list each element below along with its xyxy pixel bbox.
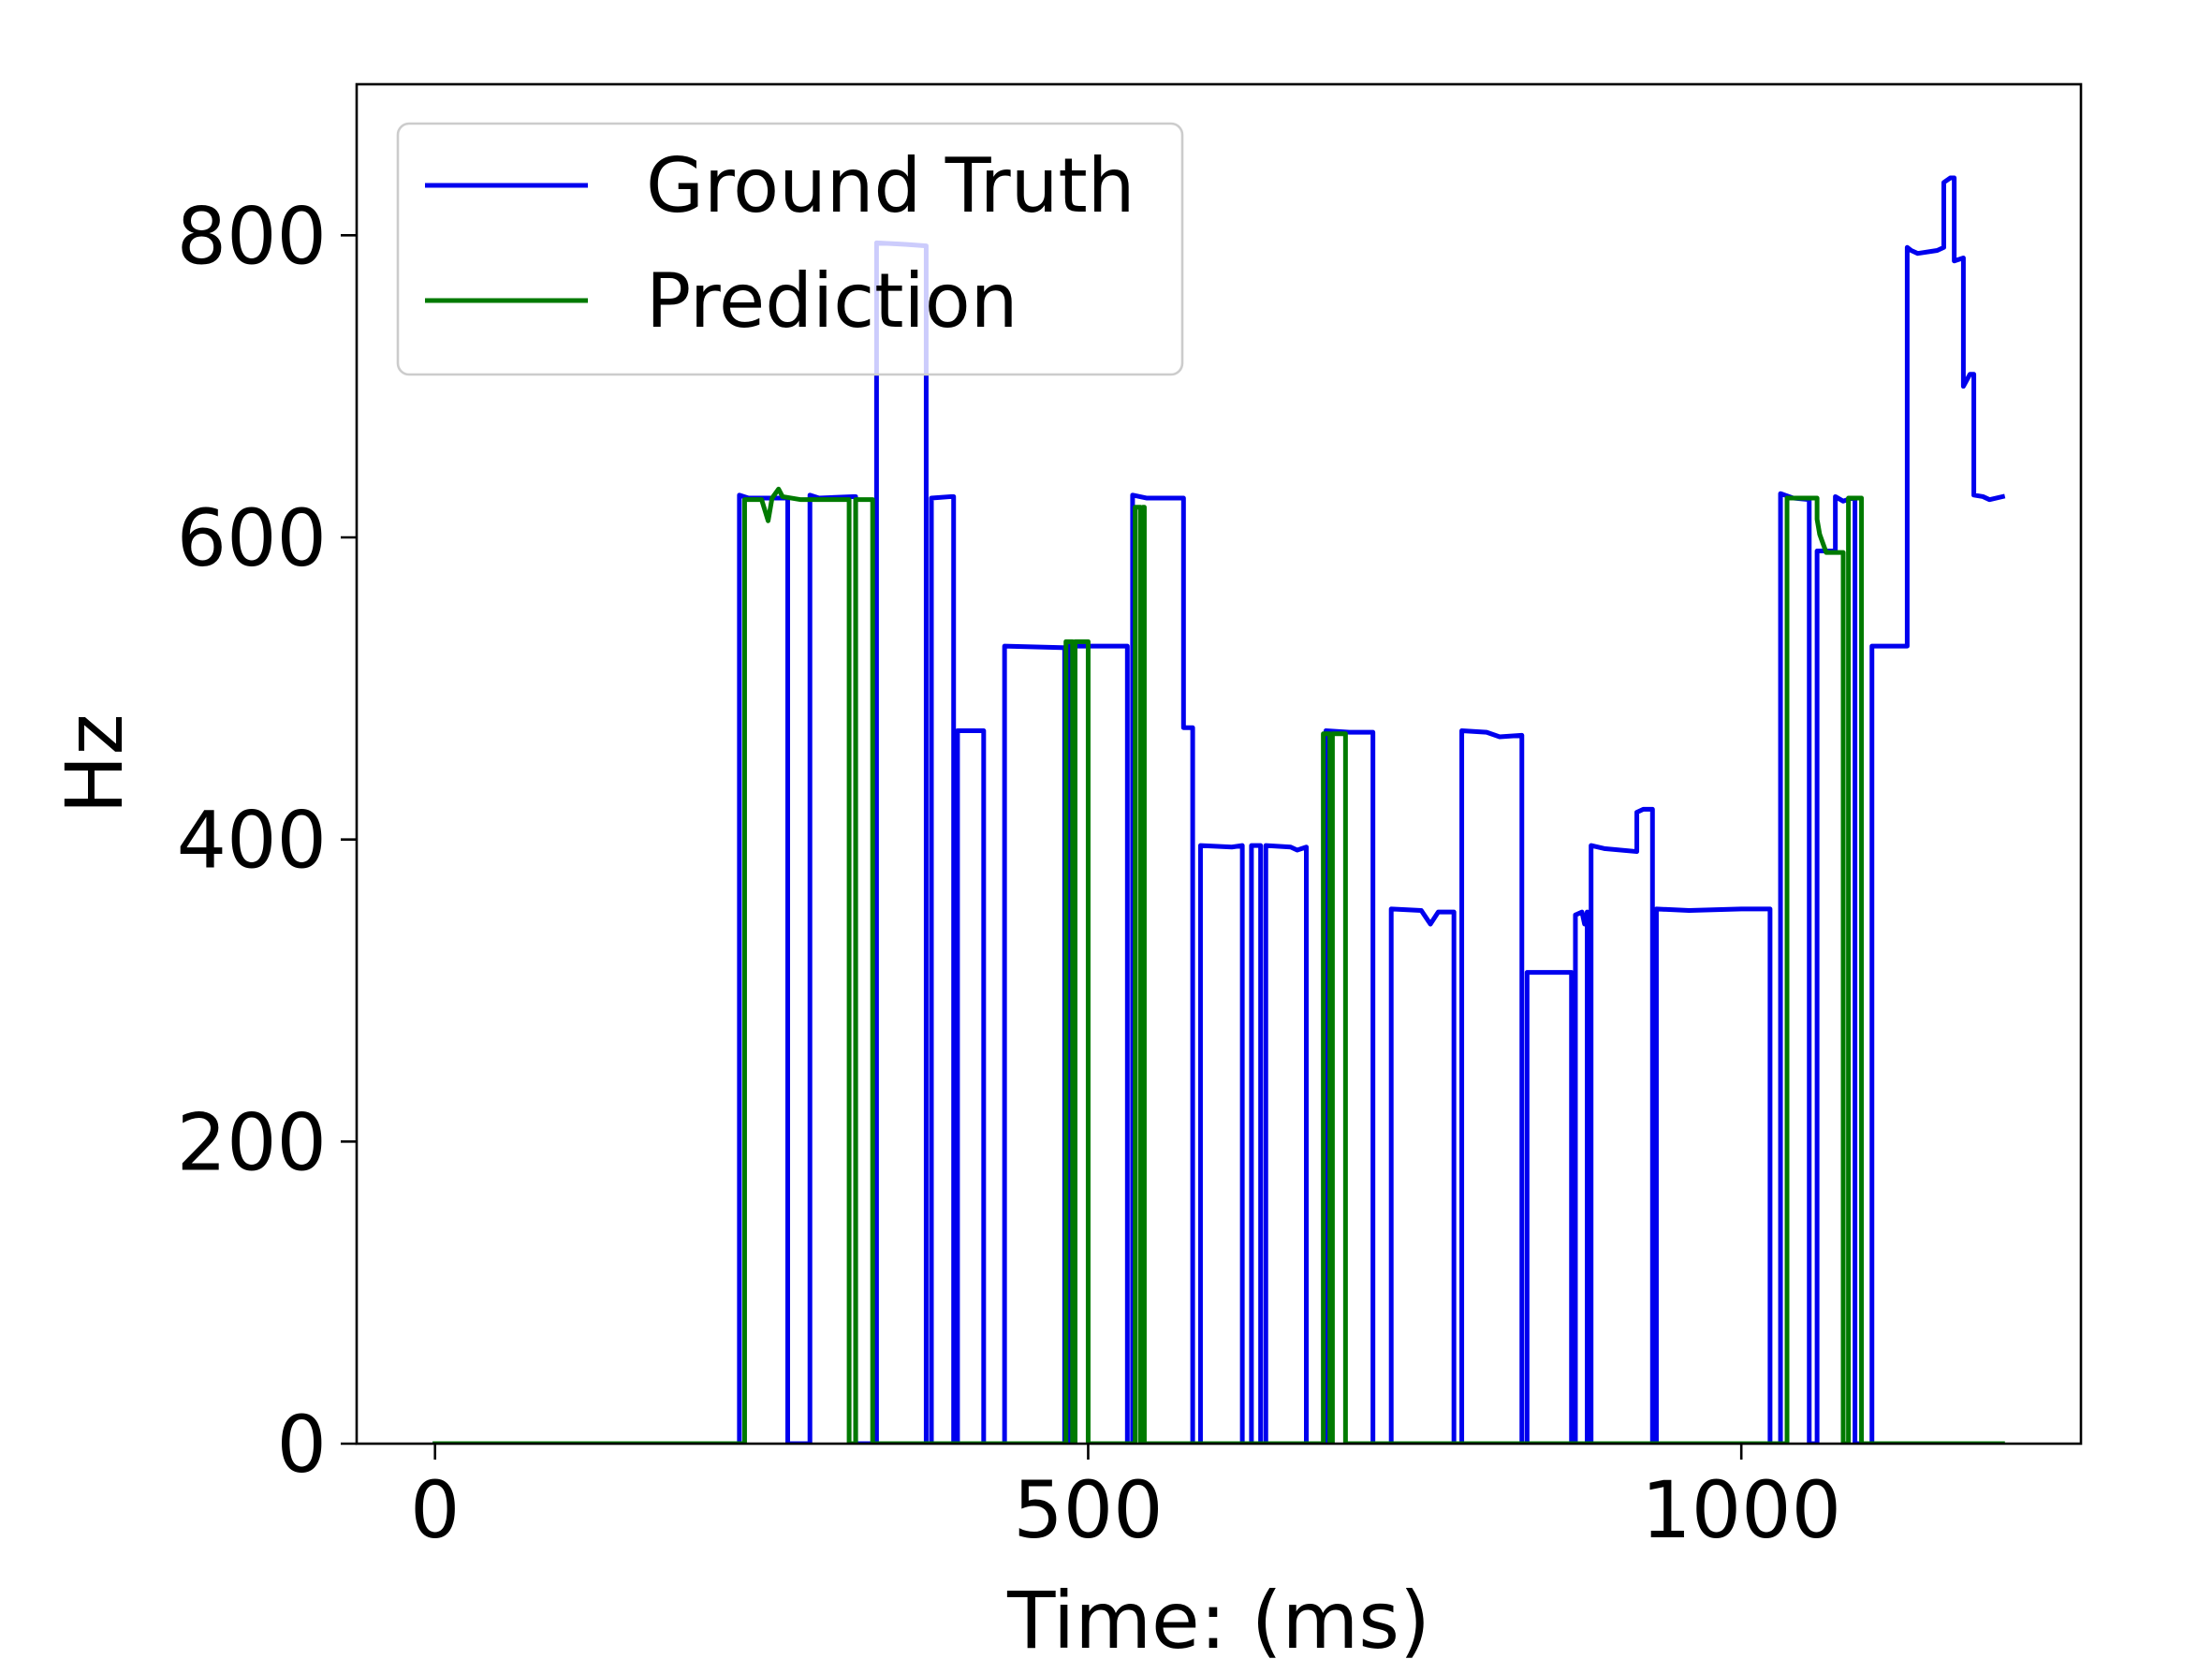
- series-line-prediction: [432, 486, 2005, 1444]
- y-tick-label: 0: [277, 1399, 327, 1490]
- x-tick-label: 0: [410, 1464, 460, 1556]
- x-tick-label: 1000: [1641, 1464, 1841, 1556]
- y-axis-ticks: 0 200 400 600 800: [177, 190, 357, 1490]
- x-axis-label: Time: (ms): [1006, 1575, 1430, 1659]
- y-tick-label: 800: [177, 190, 327, 282]
- y-tick-label: 200: [177, 1096, 327, 1188]
- legend: Ground Truth Prediction: [396, 122, 1184, 376]
- y-axis-label: Hz: [49, 713, 140, 814]
- x-tick-label: 500: [1013, 1464, 1163, 1556]
- y-tick-label: 600: [177, 492, 327, 584]
- axes-frame: [355, 82, 2083, 1446]
- series-layer: [432, 175, 2006, 1444]
- legend-label-ground-truth: Ground Truth: [646, 142, 1135, 229]
- plot-area: [355, 82, 2083, 1446]
- legend-label-prediction: Prediction: [646, 257, 1018, 345]
- legend-box: [396, 122, 1184, 376]
- y-tick-label: 400: [177, 795, 327, 887]
- x-axis-ticks: 0 500 1000: [410, 1444, 1841, 1556]
